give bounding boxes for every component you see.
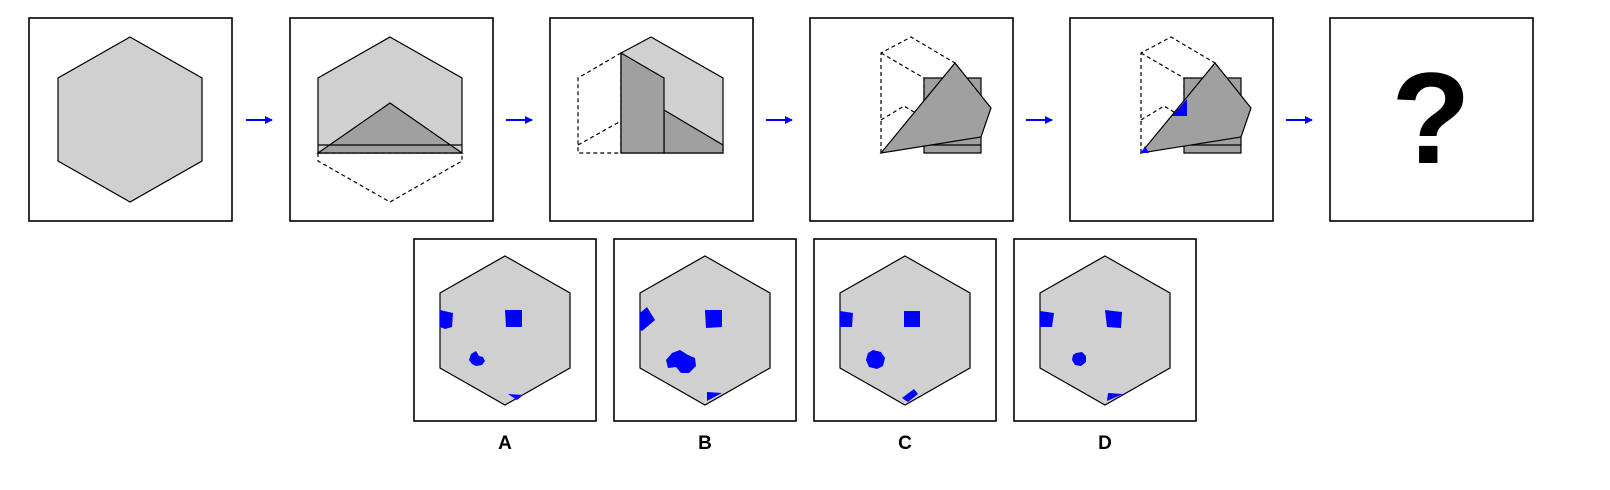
folded-flap — [879, 62, 992, 154]
punched-hole — [1172, 99, 1187, 116]
original-outline-dashed — [880, 36, 956, 153]
paper-hexagon — [1039, 255, 1171, 406]
hole — [640, 307, 655, 331]
hole — [508, 394, 523, 400]
option-a[interactable] — [413, 238, 597, 422]
hole — [705, 310, 722, 328]
answer-options: A B C D — [413, 238, 1197, 454]
hole — [505, 310, 522, 327]
step-2-panel — [289, 17, 494, 222]
folded-strip — [620, 51, 665, 154]
option-d[interactable] — [1013, 238, 1197, 422]
option-label-a: A — [498, 433, 512, 454]
hole — [904, 311, 920, 327]
folded-flap — [316, 102, 464, 154]
punched-hole — [1141, 146, 1149, 153]
hole — [1107, 393, 1123, 401]
step-1-panel — [28, 17, 233, 222]
hole — [469, 351, 485, 366]
question-mark: ? — [1391, 45, 1470, 191]
hole — [707, 392, 722, 401]
original-outline-dashed — [1140, 36, 1216, 153]
folded-flap — [1139, 62, 1252, 154]
hole — [1072, 352, 1086, 366]
option-b[interactable] — [613, 238, 797, 422]
hole — [840, 311, 853, 327]
option-label-b: B — [698, 433, 712, 454]
hole — [440, 310, 453, 329]
hole — [1040, 311, 1054, 327]
answer-panel: ? — [1329, 17, 1534, 222]
option-label-d: D — [1098, 433, 1112, 454]
paper-hexagon — [57, 36, 203, 203]
step-5-panel — [1069, 17, 1274, 222]
folding-sequence: ? — [28, 17, 1534, 222]
hole — [902, 389, 918, 402]
step-3-panel — [549, 17, 754, 222]
option-label-c: C — [898, 433, 912, 454]
option-c[interactable] — [813, 238, 997, 422]
hole — [666, 350, 696, 373]
step-frame — [1329, 17, 1534, 222]
paper-hexagon — [639, 255, 771, 406]
dashed-crease — [577, 120, 622, 146]
paper-hexagon — [439, 255, 571, 406]
hole — [1105, 310, 1122, 328]
hole — [866, 350, 885, 369]
step-4-panel — [809, 17, 1014, 222]
